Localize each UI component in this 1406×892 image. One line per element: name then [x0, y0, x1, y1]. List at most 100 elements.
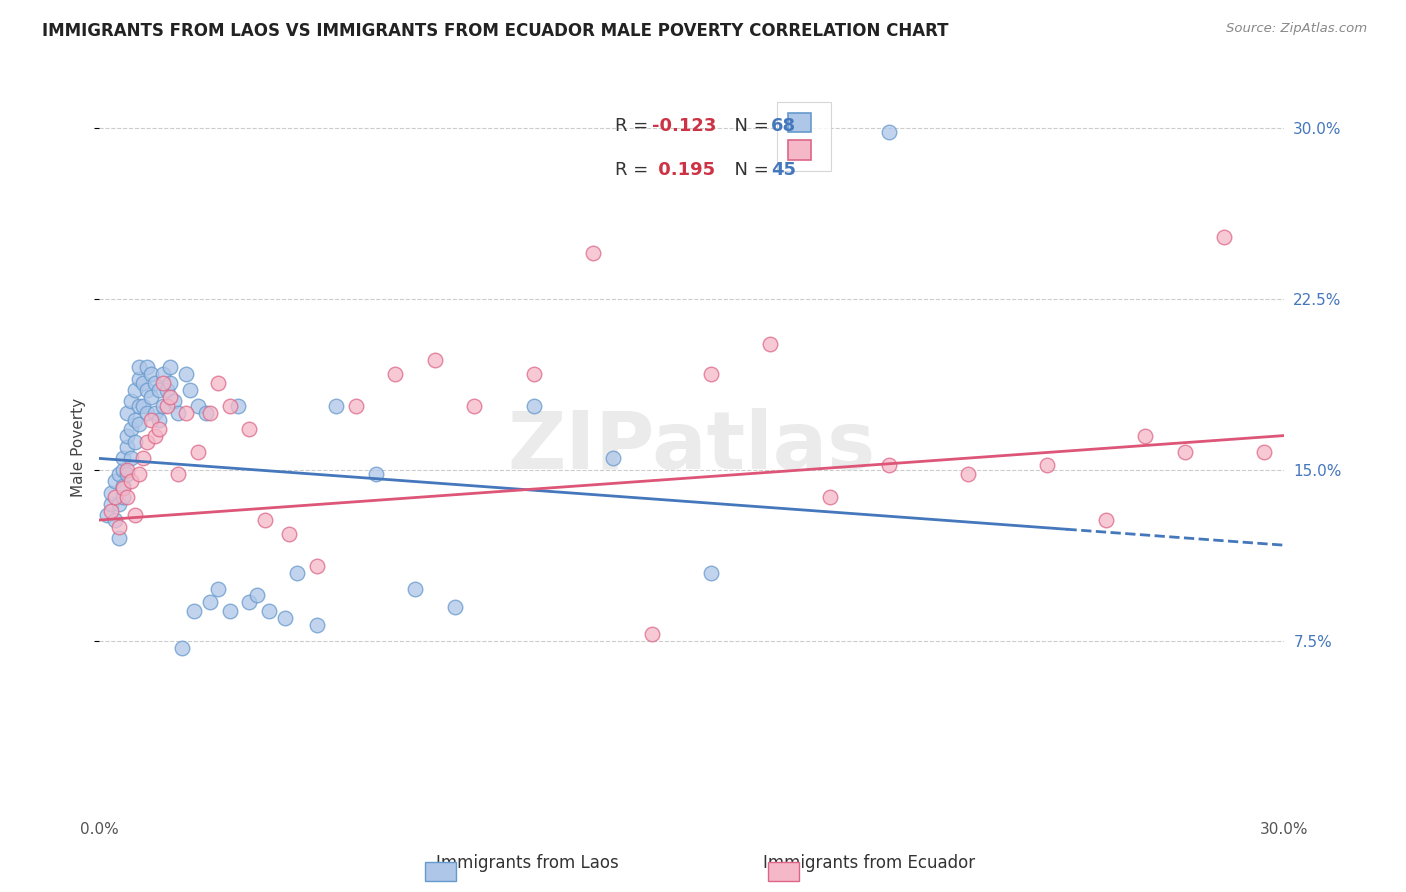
Point — [1253, 444, 1275, 458]
Point — [218, 604, 240, 618]
Point — [325, 399, 347, 413]
Text: Immigrants from Ecuador: Immigrants from Ecuador — [763, 855, 974, 872]
Point — [139, 412, 162, 426]
Point — [120, 394, 142, 409]
Point — [152, 376, 174, 391]
Point — [115, 467, 138, 482]
Point — [115, 406, 138, 420]
Point — [112, 490, 135, 504]
Point — [155, 399, 177, 413]
Point — [167, 467, 190, 482]
Point — [443, 599, 465, 614]
Point — [602, 451, 624, 466]
Point — [148, 412, 170, 426]
Point — [218, 399, 240, 413]
Point — [187, 399, 209, 413]
Point — [1135, 428, 1157, 442]
Point — [195, 406, 218, 420]
Point — [104, 475, 127, 489]
Point — [198, 595, 221, 609]
Point — [112, 479, 135, 493]
Point — [463, 399, 485, 413]
Point — [96, 508, 118, 523]
Point — [108, 520, 131, 534]
Point — [1035, 458, 1057, 473]
Point — [207, 376, 229, 391]
Point — [124, 412, 146, 426]
Point — [143, 376, 166, 391]
Point — [128, 360, 150, 375]
Point — [128, 417, 150, 432]
Text: 0.195: 0.195 — [652, 161, 716, 178]
Point — [115, 463, 138, 477]
Point — [112, 451, 135, 466]
Point — [135, 383, 157, 397]
Text: ZIPatlas: ZIPatlas — [508, 408, 876, 486]
Point — [100, 504, 122, 518]
Point — [152, 367, 174, 381]
Point — [139, 390, 162, 404]
Point — [818, 490, 841, 504]
Point — [274, 611, 297, 625]
Point — [159, 376, 181, 391]
Point — [132, 451, 155, 466]
Point — [174, 406, 197, 420]
Point — [207, 582, 229, 596]
Point — [759, 337, 782, 351]
Point — [132, 399, 155, 413]
Point — [152, 399, 174, 413]
Point — [120, 422, 142, 436]
Point — [246, 588, 269, 602]
Point — [135, 435, 157, 450]
Point — [132, 376, 155, 391]
Point — [285, 566, 308, 580]
Point — [135, 360, 157, 375]
Text: R =: R = — [614, 161, 654, 178]
Point — [120, 475, 142, 489]
Point — [100, 497, 122, 511]
Point — [198, 406, 221, 420]
Point — [172, 640, 194, 655]
Point — [128, 467, 150, 482]
Legend: , : , — [778, 102, 831, 170]
Point — [112, 463, 135, 477]
Text: R =: R = — [614, 117, 654, 135]
Point — [877, 458, 900, 473]
Point — [257, 604, 280, 618]
Point — [112, 481, 135, 495]
Text: IMMIGRANTS FROM LAOS VS IMMIGRANTS FROM ECUADOR MALE POVERTY CORRELATION CHART: IMMIGRANTS FROM LAOS VS IMMIGRANTS FROM … — [42, 22, 949, 40]
Point — [1095, 513, 1118, 527]
Point — [423, 353, 446, 368]
Point — [523, 367, 546, 381]
Point — [143, 428, 166, 442]
Point — [877, 125, 900, 139]
Point — [700, 566, 723, 580]
Point — [523, 399, 546, 413]
Point — [254, 513, 277, 527]
Point — [139, 367, 162, 381]
Point — [159, 390, 181, 404]
Point — [404, 582, 426, 596]
Point — [174, 367, 197, 381]
Point — [115, 440, 138, 454]
Point — [167, 406, 190, 420]
Point — [135, 406, 157, 420]
Point — [124, 435, 146, 450]
Point — [124, 383, 146, 397]
Point — [128, 399, 150, 413]
Point — [108, 467, 131, 482]
Point — [108, 497, 131, 511]
Point — [104, 513, 127, 527]
Point — [143, 406, 166, 420]
Point — [115, 490, 138, 504]
Text: Source: ZipAtlas.com: Source: ZipAtlas.com — [1226, 22, 1367, 36]
Point — [700, 367, 723, 381]
Text: 68: 68 — [770, 117, 796, 135]
Point — [148, 422, 170, 436]
Point — [641, 627, 664, 641]
Text: -0.123: -0.123 — [652, 117, 717, 135]
Point — [155, 383, 177, 397]
Point — [124, 508, 146, 523]
Point — [344, 399, 367, 413]
Point — [1174, 444, 1197, 458]
